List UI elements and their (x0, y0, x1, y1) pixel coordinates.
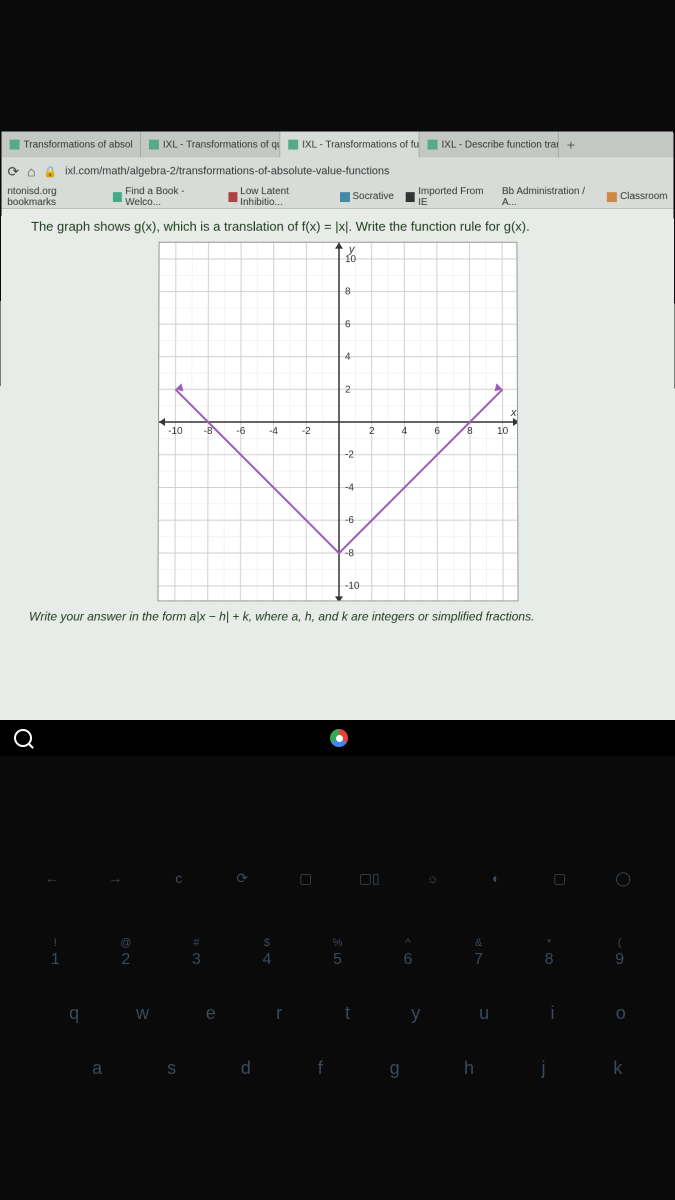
tab-label: Transformations of absol (24, 139, 133, 150)
bookmark-label: Socrative (352, 191, 394, 202)
svg-text:8: 8 (467, 426, 473, 437)
bookmark-label: Find a Book - Welco... (125, 186, 216, 208)
bookmark-item[interactable]: Bb Administration / A... (502, 186, 595, 208)
tab-label: IXL - Transformations of quadra (163, 139, 280, 150)
svg-text:2: 2 (368, 426, 374, 437)
bookmark-icon (607, 192, 617, 202)
bookmark-label: Classroom (620, 191, 668, 202)
bookmark-label: ntonisd.org bookmarks (7, 186, 101, 208)
new-tab-button[interactable]: + (559, 137, 583, 153)
question-text: The graph shows g(x), which is a transla… (31, 219, 644, 234)
search-icon[interactable] (14, 729, 32, 747)
tab-favicon-1 (10, 140, 20, 150)
answer-prompt: Write your answer in the form a|x − h| +… (29, 609, 646, 623)
svg-text:-4: -4 (345, 482, 354, 493)
number-key-row: !1@2#3$4%5^6&7*8(9 (0, 937, 675, 969)
svg-text:-6: -6 (236, 426, 245, 437)
tab-label: IXL - Transformations of functi (302, 139, 419, 150)
qwerty-row: qwertyuio (0, 1003, 675, 1024)
bookmark-icon (406, 192, 415, 202)
tab-3[interactable]: IXL - Transformations of functi × (280, 132, 419, 158)
taskbar (0, 720, 675, 756)
url-text[interactable]: ixl.com/math/algebra-2/transformations-o… (65, 165, 389, 177)
svg-text:-8: -8 (203, 426, 212, 437)
tab-favicon-2 (149, 140, 159, 150)
monitor-screen: Transformations of absol × IXL - Transfo… (0, 132, 675, 732)
bookmark-item[interactable]: Find a Book - Welco... (113, 186, 216, 208)
svg-text:-6: -6 (345, 515, 354, 526)
lock-icon: 🔒 (44, 165, 58, 178)
bookmarks-bar: ntonisd.org bookmarks Find a Book - Welc… (1, 185, 673, 209)
svg-text:-10: -10 (168, 426, 183, 437)
graph-container: -10-8-6-4-2246810-10-8-6-4-2246810yx (29, 242, 646, 602)
bookmark-item[interactable]: Imported From IE (406, 186, 490, 208)
bookmark-icon (339, 192, 349, 202)
svg-text:6: 6 (434, 426, 440, 437)
svg-text:4: 4 (344, 352, 350, 363)
svg-text:4: 4 (401, 426, 407, 437)
tab-2[interactable]: IXL - Transformations of quadra × (141, 132, 280, 158)
svg-text:-10: -10 (345, 581, 360, 592)
tab-favicon-4 (428, 140, 438, 150)
svg-text:-2: -2 (345, 450, 354, 461)
tab-favicon-3 (288, 140, 298, 150)
function-graph: -10-8-6-4-2246810-10-8-6-4-2246810yx (157, 242, 518, 602)
bookmark-icon (228, 192, 237, 202)
home-icon[interactable]: ⌂ (27, 163, 36, 179)
svg-text:-4: -4 (269, 426, 278, 437)
asdf-row: asdfghjk (0, 1058, 675, 1079)
bookmark-label: Bb Administration / A... (502, 186, 595, 208)
page-content: The graph shows g(x), which is a transla… (0, 209, 675, 731)
tab-label: IXL - Describe function transform (441, 139, 558, 150)
tab-1[interactable]: Transformations of absol × (2, 132, 141, 158)
bookmark-item[interactable]: Low Latent Inhibitio... (228, 186, 328, 208)
chrome-icon[interactable] (330, 729, 348, 747)
svg-text:-8: -8 (345, 548, 354, 559)
tab-4[interactable]: IXL - Describe function transform × (420, 132, 559, 158)
svg-text:-2: -2 (301, 426, 310, 437)
browser-tabs: Transformations of absol × IXL - Transfo… (2, 132, 674, 158)
physical-keyboard: ←→c⟳▢▢▯☼◐▢◯ !1@2#3$4%5^6&7*8(9 qwertyuio… (0, 870, 675, 1113)
svg-text:8: 8 (344, 287, 350, 298)
bookmark-item[interactable]: ntonisd.org bookmarks (7, 186, 101, 208)
bookmark-label: Imported From IE (418, 186, 490, 208)
bookmark-icon (113, 192, 122, 202)
function-key-row: ←→c⟳▢▢▯☼◐▢◯ (0, 870, 675, 887)
bookmark-item[interactable]: Classroom (607, 191, 668, 202)
address-bar: ⟳ ⌂ 🔒 ixl.com/math/algebra-2/transformat… (1, 157, 673, 185)
bookmark-label: Low Latent Inhibitio... (240, 186, 327, 208)
bookmark-item[interactable]: Socrative (339, 191, 393, 202)
svg-text:10: 10 (497, 426, 509, 437)
svg-text:6: 6 (344, 319, 350, 330)
svg-text:2: 2 (344, 384, 350, 395)
svg-text:x: x (509, 407, 516, 419)
reload-icon[interactable]: ⟳ (7, 163, 19, 180)
